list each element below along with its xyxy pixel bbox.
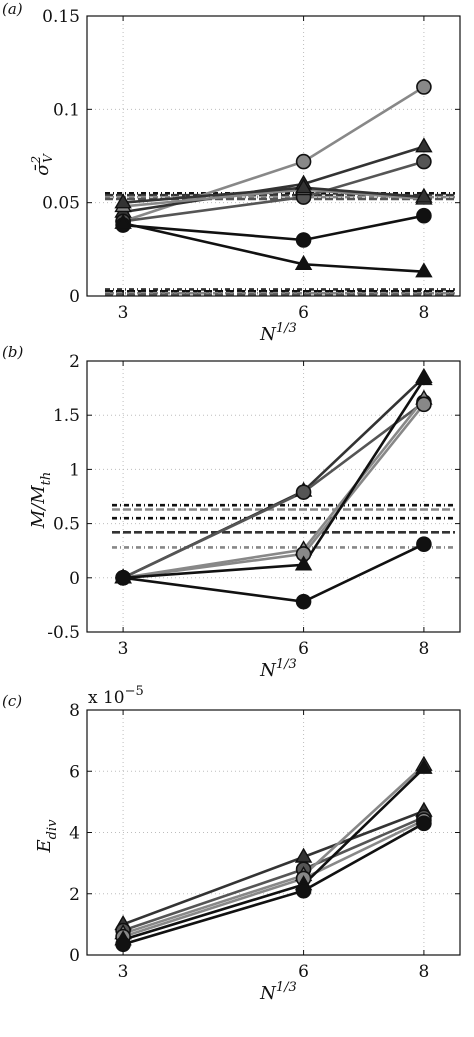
y-exponent-label: x 10−5 — [88, 684, 144, 708]
y-exponent-power: −5 — [125, 684, 144, 699]
series-line — [122, 398, 425, 580]
x-axis-label: N1/3 — [259, 321, 297, 345]
y-tick-label: 2 — [69, 352, 80, 372]
y-tick-label: 2 — [69, 885, 80, 905]
y-axis-label: Ediv — [34, 819, 60, 854]
data-point-triangle — [415, 370, 433, 386]
y-tick-label: -0.5 — [47, 623, 80, 643]
y-tick-label: 6 — [69, 762, 80, 782]
series-line — [122, 401, 425, 579]
x-tick-label: 8 — [418, 303, 429, 323]
series-line — [122, 214, 425, 242]
y-exponent-base: x 10 — [88, 688, 125, 708]
x-tick-label: 6 — [298, 639, 309, 659]
x-tick-label: 8 — [418, 639, 429, 659]
y-tick-label: 0 — [69, 287, 80, 307]
x-axis-label-power: 1/3 — [276, 321, 297, 336]
data-point-circle — [295, 882, 312, 899]
data-point-triangle — [415, 758, 433, 774]
x-tick-label: 6 — [298, 303, 309, 323]
data-point-triangle — [415, 262, 433, 278]
data-point-circle — [416, 153, 432, 170]
x-axis-label-base: N — [259, 983, 277, 1004]
series-line — [122, 221, 424, 274]
x-tick-label: 3 — [118, 962, 129, 982]
x-axis-label-base: N — [259, 660, 277, 681]
data-point-circle — [295, 484, 312, 500]
x-axis-label-power: 1/3 — [276, 980, 297, 995]
y-axis-label: σ̄2V — [29, 153, 55, 176]
data-point-triangle — [294, 254, 313, 270]
data-point-circle — [295, 232, 312, 248]
data-point-circle — [416, 815, 432, 832]
chart-panel-a: 3 6 8 0 0.05 0.1 0.15 (a) N1/3 — [2, 0, 461, 345]
data-point-circle — [416, 396, 432, 413]
data-point-circle — [416, 207, 432, 224]
y-axis-label-part: M/M — [28, 485, 49, 529]
data-point-circle — [115, 936, 131, 953]
chart-panel-b: 3 6 8 -0.5 0 0.5 1 1.5 2 (b) N1/3 — [2, 343, 461, 681]
panel-label: (b) — [2, 343, 23, 361]
data-point-circle — [115, 569, 131, 586]
y-axis-label-part: 2 — [29, 156, 43, 165]
data-point-circle — [295, 153, 312, 170]
y-axis-label-part: div — [45, 819, 60, 839]
panel-label: (c) — [2, 692, 22, 710]
chart-panel-c: 3 6 8 0 2 4 6 8 (c) N1/3 — [2, 692, 461, 1004]
x-axis-label-power: 1/3 — [276, 657, 297, 672]
y-axis-label-part: E — [34, 839, 55, 853]
x-tick-label: 8 — [418, 962, 429, 982]
series-line — [122, 809, 425, 926]
series-line — [122, 403, 425, 580]
y-tick-label: 0.1 — [53, 100, 80, 120]
data-point-triangle — [114, 213, 132, 229]
data-point-triangle — [294, 555, 313, 571]
data-point-circle — [295, 593, 312, 610]
y-tick-label: 0.05 — [42, 194, 80, 214]
series-line — [122, 815, 425, 932]
y-axis-label-part: σ̄ — [32, 163, 53, 176]
y-tick-label: 0 — [69, 569, 80, 589]
y-axis-label: M/Mth — [28, 472, 54, 530]
panel-label: (a) — [2, 0, 23, 18]
y-axis-label-text: M/Mth — [28, 472, 54, 530]
x-axis-label-base: N — [259, 324, 277, 345]
y-tick-label: 8 — [69, 701, 80, 721]
data-point-triangle — [415, 187, 433, 203]
y-tick-label: 0 — [69, 946, 80, 966]
y-tick-label: 1.5 — [53, 406, 80, 426]
y-tick-label: 0.5 — [53, 515, 80, 535]
data-point-circle — [416, 536, 432, 552]
data-point-triangle — [415, 137, 433, 153]
data-point-circle — [416, 79, 432, 95]
y-axis-label-text: Ediv — [34, 819, 60, 854]
plot-frame — [86, 360, 461, 633]
data-point-triangle — [294, 178, 313, 194]
y-axis-label-text: σ̄2V — [29, 153, 55, 176]
x-tick-label: 3 — [118, 303, 129, 323]
x-axis-label: N1/3 — [259, 980, 297, 1004]
x-axis-label: N1/3 — [259, 657, 297, 681]
y-tick-label: 4 — [69, 824, 80, 844]
y-tick-label: 1 — [69, 460, 80, 480]
x-tick-label: 6 — [298, 962, 309, 982]
x-tick-label: 3 — [118, 639, 129, 659]
data-point-triangle — [114, 193, 132, 209]
y-tick-label: 0.15 — [42, 7, 80, 27]
y-axis-label-part: V — [41, 153, 55, 163]
plot-frame — [86, 15, 461, 297]
y-axis-label-part: th — [39, 472, 54, 486]
